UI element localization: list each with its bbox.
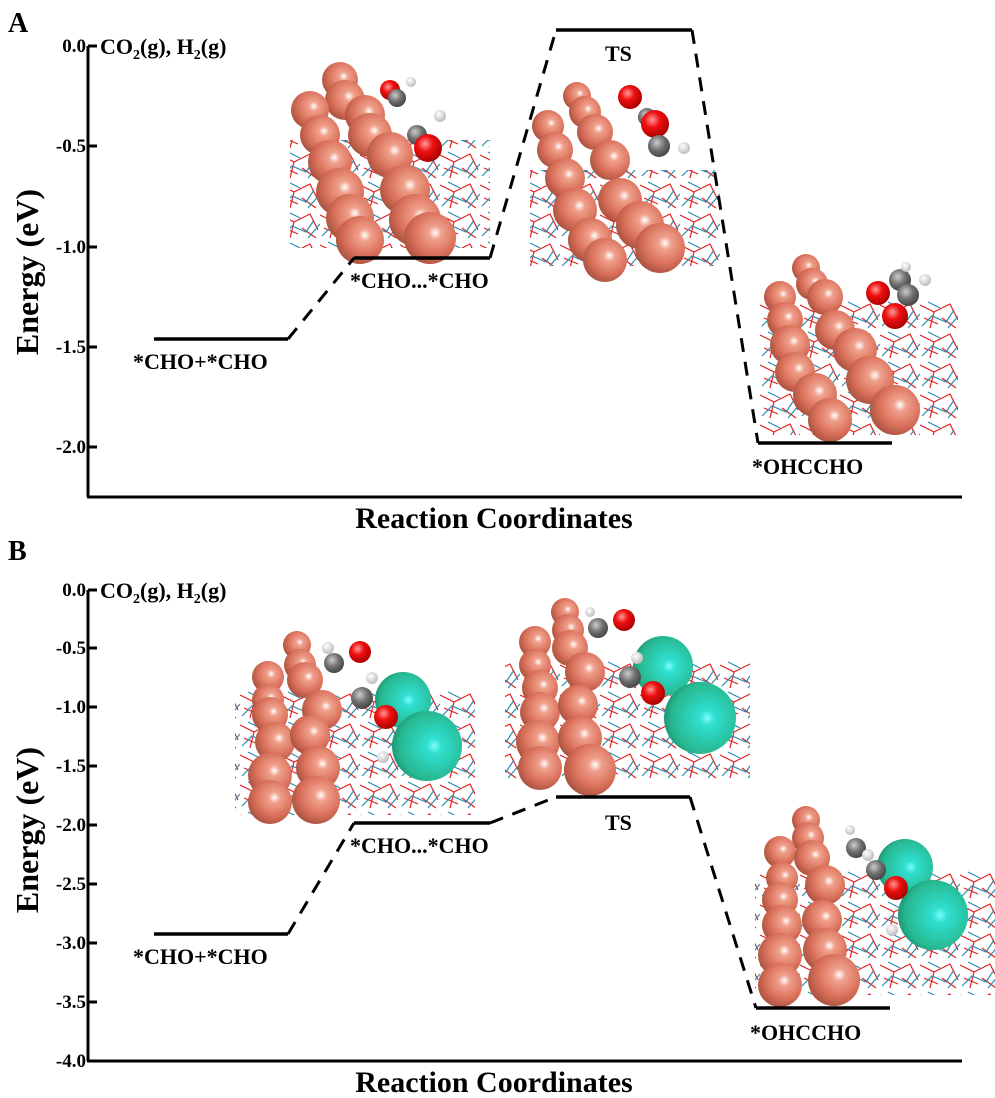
y-tick-label: -2.0 <box>56 437 86 458</box>
state-label-cho-cho-a: *CHO...*CHO <box>350 268 489 293</box>
state-label-ohccho-a: *OHCCHO <box>752 454 863 479</box>
y-tick-label: 0.0 <box>62 580 86 601</box>
y-tick-label: 0.0 <box>62 36 86 57</box>
y-tick-label: -1.5 <box>56 756 86 777</box>
structure-image-b-cho-cho <box>235 631 475 824</box>
panel-a: A 0.0 -0.5 -1.0 -1.5 -2.0 CO2(g), H2(g) … <box>8 8 962 535</box>
state-label-ohccho-b: *OHCCHO <box>750 1020 861 1045</box>
structure-image-a-ts <box>530 82 720 282</box>
y-tick-label: -1.0 <box>56 237 86 258</box>
y-tick-label: -4.0 <box>56 1051 86 1072</box>
panel-label-b: B <box>8 536 27 567</box>
state-label-cho-plus-cho-b: *CHO+*CHO <box>133 944 268 969</box>
structure-image-a-cho-cho <box>290 62 490 264</box>
y-tick-label: -3.5 <box>56 992 86 1013</box>
structure-image-b-ts <box>505 598 750 796</box>
energy-levels-b <box>154 795 890 1010</box>
panel-b: B 0.0 -0.5 -1.0 -1.5 -2.0 -2.5 -3.0 -3.5… <box>8 536 995 1098</box>
y-axis-label-b: Energy (eV) <box>9 747 45 913</box>
x-axis-label-b: Reaction Coordinates <box>355 1066 632 1098</box>
connectors-b <box>286 795 758 1009</box>
state-label-ts-a: TS <box>605 41 632 66</box>
x-axis-label-a: Reaction Coordinates <box>355 502 632 535</box>
state-label-cho-plus-cho-a: *CHO+*CHO <box>133 349 268 374</box>
energy-levels-a <box>154 28 892 445</box>
y-ticks-b <box>88 588 97 1063</box>
y-axis-label-a: Energy (eV) <box>9 189 45 355</box>
structure-image-a-ohccho <box>760 254 958 442</box>
y-tick-label: -0.5 <box>56 638 86 659</box>
reference-label-a: CO2(g), H2(g) <box>100 34 226 63</box>
structure-image-b-ohccho <box>755 806 995 1007</box>
y-ticks-a <box>88 44 97 449</box>
y-tick-label: -1.0 <box>56 697 86 718</box>
state-label-ts-b: TS <box>605 810 632 835</box>
y-tick-label: -0.5 <box>56 136 86 157</box>
state-label-cho-cho-b: *CHO...*CHO <box>350 833 489 858</box>
y-tick-label: -2.5 <box>56 874 86 895</box>
panel-label-a: A <box>8 8 29 39</box>
connectors-a <box>286 29 760 444</box>
y-tick-label: -3.0 <box>56 933 86 954</box>
y-tick-label: -2.0 <box>56 815 86 836</box>
reference-label-b: CO2(g), H2(g) <box>100 578 226 607</box>
y-tick-label: -1.5 <box>56 337 86 358</box>
